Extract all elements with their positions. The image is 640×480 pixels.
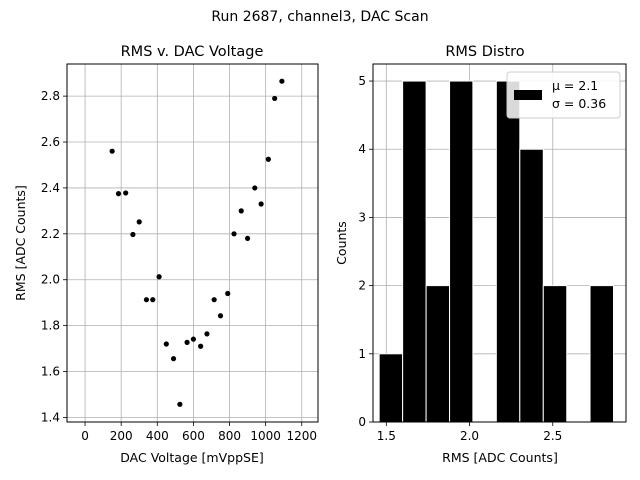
scatter-point	[279, 78, 285, 84]
scatter-point	[115, 191, 122, 197]
scatter-ytick-label: 2.2	[41, 227, 60, 241]
histogram-bar	[378, 353, 404, 423]
scatter-point	[184, 339, 190, 345]
scatter-axes-frame	[66, 63, 319, 423]
scatter-point	[156, 274, 162, 280]
histogram-panel: RMS Distro 1.5 2.0 2.5 0 1 2 3 4 5 RMS [ADC Coun…	[334, 44, 627, 465]
histogram-ytick-label: 4	[358, 142, 366, 156]
scatter-panel: RMS v. DAC Voltage 0 200 400 600 800 1000 1200…	[13, 44, 319, 465]
scatter-ytick-label: 2.4	[41, 181, 60, 195]
scatter-point	[198, 343, 204, 349]
scatter-xtick-label: 1000	[250, 429, 281, 443]
histogram-xtick-label: 2.5	[543, 429, 562, 443]
histogram-ytick-label: 3	[358, 210, 366, 224]
histogram-legend: μ = 2.1 σ = 0.36	[506, 71, 621, 119]
scatter-ytick-label: 1.4	[41, 410, 60, 424]
scatter-point	[244, 235, 251, 242]
scatter-point	[130, 231, 136, 238]
scatter-point	[163, 341, 169, 347]
histogram-ytick-label: 2	[358, 279, 366, 293]
scatter-ytick-label: 2.8	[41, 89, 60, 103]
scatter-point	[225, 290, 231, 297]
legend-mu-label: μ = 2.1	[552, 78, 598, 93]
scatter-ytick-label: 2.6	[41, 135, 60, 149]
histogram-ticks: 1.5 2.0 2.5 0 1 2 3 4 5	[358, 74, 562, 443]
scatter-point	[211, 297, 217, 303]
scatter-xtick-label: 800	[218, 429, 241, 443]
histogram-bar	[402, 80, 427, 423]
scatter-ytick-label: 1.6	[41, 365, 60, 379]
legend-box	[506, 71, 621, 119]
scatter-xtick-label: 200	[110, 429, 133, 443]
histogram-bar	[495, 80, 521, 423]
scatter-point	[252, 185, 258, 191]
scatter-point	[109, 148, 115, 154]
scatter-point	[238, 208, 244, 214]
histogram-bar	[589, 285, 615, 423]
legend-sigma-label: σ = 0.36	[552, 96, 606, 111]
scatter-xtick-label: 400	[146, 429, 169, 443]
scatter-ytick-label: 1.8	[41, 319, 60, 333]
scatter-point	[150, 297, 156, 303]
figure-title: Run 2687, channel3, DAC Scan	[211, 9, 428, 25]
scatter-point	[204, 331, 210, 337]
scatter-ytick-label: 2.0	[41, 273, 60, 287]
scatter-points	[109, 78, 285, 407]
legend-swatch	[514, 90, 542, 100]
histogram-xtick-label: 2.0	[460, 429, 479, 443]
histogram-xtick-label: 1.5	[377, 429, 396, 443]
histogram-ylabel: Counts	[334, 221, 349, 265]
histogram-bar	[519, 148, 544, 423]
scatter-grid	[67, 64, 318, 422]
scatter-point	[272, 95, 278, 102]
scatter-xlabel: DAC Voltage [mVppSE]	[120, 450, 263, 465]
histogram-axes-frame	[372, 63, 627, 423]
scatter-point	[231, 231, 237, 237]
histogram-ytick-label: 0	[358, 415, 366, 429]
scatter-point	[217, 313, 224, 319]
scatter-point	[190, 336, 197, 342]
histogram-bar	[542, 285, 568, 423]
scatter-ylabel: RMS [ADC Counts]	[13, 185, 28, 301]
scatter-xtick-label: 600	[182, 429, 205, 443]
histogram-bar	[425, 285, 451, 423]
scatter-point	[177, 401, 183, 407]
scatter-ticks: 0 200 400 600 800 1000 1200 1.4 1.6 1.8 2.0 2.2 2.4 2…	[41, 89, 317, 443]
histogram-bars	[378, 80, 615, 423]
scatter-point	[258, 201, 264, 207]
histogram-title: RMS Distro	[445, 44, 524, 60]
scatter-point	[143, 297, 150, 303]
scatter-point	[123, 190, 129, 196]
scatter-point	[265, 156, 271, 162]
scatter-xtick-label: 0	[81, 429, 89, 443]
scatter-xtick-label: 1200	[286, 429, 317, 443]
scatter-point	[170, 356, 177, 362]
scatter-point	[136, 219, 142, 225]
histogram-bar	[449, 80, 474, 423]
scatter-title: RMS v. DAC Voltage	[121, 44, 264, 60]
histogram-ytick-label: 5	[358, 74, 366, 88]
histogram-ytick-label: 1	[358, 347, 366, 361]
histogram-xlabel: RMS [ADC Counts]	[442, 450, 558, 465]
